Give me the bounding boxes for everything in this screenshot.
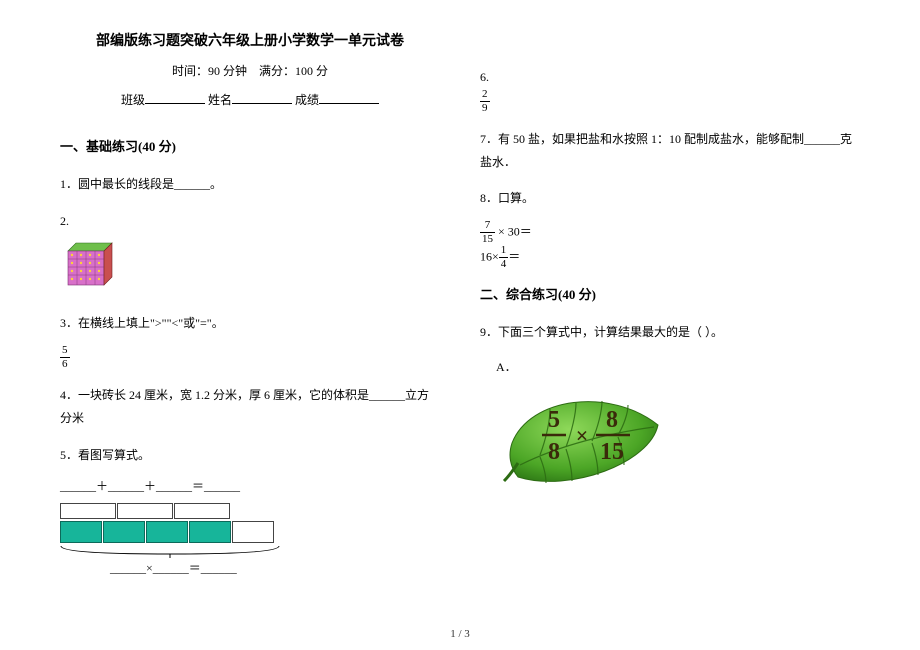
name-blank: [232, 92, 292, 104]
q8b-tail: ＝: [508, 249, 520, 263]
q8b-fraction: 1 4: [499, 245, 509, 270]
leaf-fr2-n: 8: [606, 407, 618, 433]
brace: [60, 543, 440, 557]
q8a-fraction: 7 15: [480, 220, 495, 245]
section-2-heading: 二、综合练习(40 分): [480, 284, 860, 303]
leaf-diagram: 5 8 × 8 15: [500, 385, 860, 503]
q3-text: 3．在横线上填上">""<"或"="。: [60, 312, 440, 335]
bar-bot-box: [189, 521, 231, 543]
question-3: 3．在横线上填上">""<"或"="。 5 6: [60, 312, 440, 370]
score-label: 成绩: [295, 93, 319, 107]
question-8: 8．口算。 7 15 × 30＝ 16× 1 4 ＝: [480, 187, 860, 270]
question-6: 6. 2 9: [480, 66, 860, 114]
q8b-head: 16×: [480, 249, 499, 263]
question-4: 4．一块砖长 24 厘米，宽 1.2 分米，厚 6 厘米，它的体积是______…: [60, 384, 440, 430]
q5-mul-expr: ______×______＝______: [60, 557, 440, 580]
q8a-tail: × 30＝: [495, 224, 532, 238]
question-7: 7．有 50 盐，如果把盐和水按照 1：10 配制成盐水，能够配制______克…: [480, 128, 860, 174]
leaf-fr1-d: 8: [548, 439, 560, 465]
question-1: 1．圆中最长的线段是______。: [60, 173, 440, 196]
page-footer: 1 / 3: [0, 628, 920, 640]
time-label: 时间：90 分钟: [172, 64, 247, 78]
bar-bot-box: [146, 521, 188, 543]
question-9: 9．下面三个算式中，计算结果最大的是（ ）。 A．: [480, 321, 860, 502]
exam-meta: 时间：90 分钟 满分：100 分: [60, 62, 440, 79]
q6-fraction: 2 9: [480, 89, 490, 114]
bar-top-box: [174, 503, 230, 519]
class-label: 班级: [121, 93, 145, 107]
left-column: 部编版练习题突破六年级上册小学数学一单元试卷 时间：90 分钟 满分：100 分…: [60, 30, 440, 594]
section-1-heading: 一、基础练习(40 分): [60, 136, 440, 155]
bar-top-box: [117, 503, 173, 519]
q2-label: 2.: [60, 214, 69, 228]
bar-diagram: ______×______＝______: [60, 503, 440, 580]
question-5: 5．看图写算式。 ______＋______＋______＝______: [60, 444, 440, 580]
q8-text: 8．口算。: [480, 187, 860, 210]
bar-top-box: [60, 503, 116, 519]
bar-bot-box: [103, 521, 145, 543]
q5-plus-expr: ______＋______＋______＝______: [60, 475, 440, 498]
q5-text: 5．看图写算式。: [60, 444, 440, 467]
bar-bot-box: [60, 521, 102, 543]
class-blank: [145, 92, 205, 104]
cube-diagram: [60, 239, 440, 299]
q9-option-a: A．: [480, 356, 860, 379]
q9-text: 9．下面三个算式中，计算结果最大的是（ ）。: [480, 321, 860, 344]
question-2: 2.: [60, 210, 440, 299]
leaf-fr2-d: 15: [600, 439, 624, 465]
full-label: 满分：100 分: [259, 64, 328, 78]
leaf-op: ×: [576, 423, 589, 448]
leaf-fr1-n: 5: [548, 407, 560, 433]
name-label: 姓名: [208, 93, 232, 107]
exam-title: 部编版练习题突破六年级上册小学数学一单元试卷: [60, 30, 440, 50]
bar-bot-box-empty: [232, 521, 274, 543]
student-fill-row: 班级 姓名 成绩: [60, 91, 440, 108]
q6-label: 6.: [480, 66, 860, 89]
q3-fraction: 5 6: [60, 345, 70, 370]
right-column: 6. 2 9 7．有 50 盐，如果把盐和水按照 1：10 配制成盐水，能够配制…: [480, 30, 860, 594]
score-blank: [319, 92, 379, 104]
